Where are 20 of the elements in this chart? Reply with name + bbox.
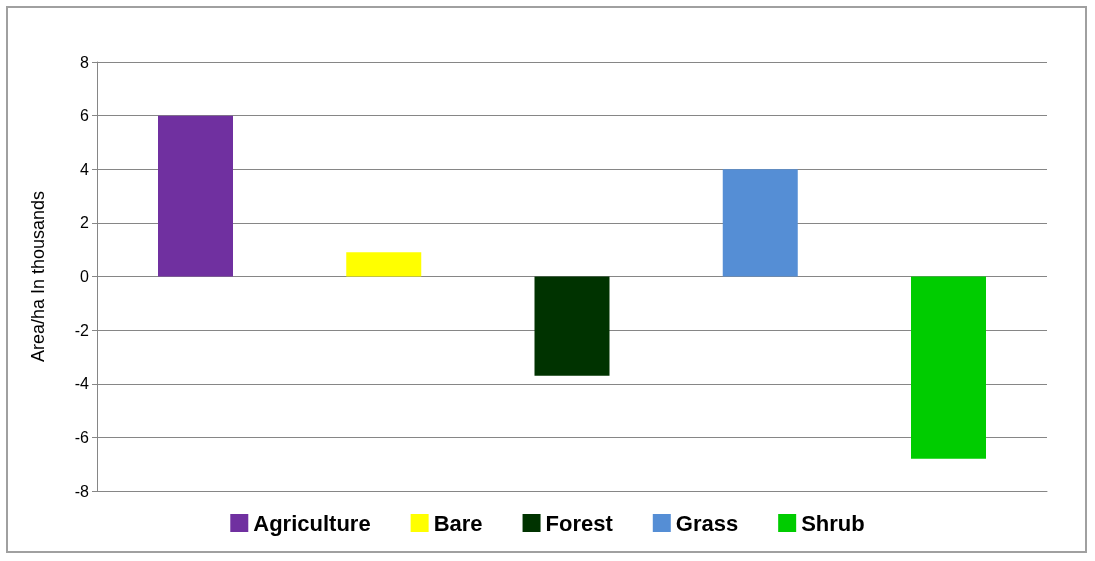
y-tick-label: -6 <box>74 428 90 446</box>
y-tick-label: 6 <box>80 107 90 125</box>
y-tick-label: -8 <box>74 482 90 500</box>
bar <box>911 276 986 459</box>
legend-label: Shrub <box>801 510 865 536</box>
legend-label: Bare <box>433 510 483 536</box>
y-tick-label: -4 <box>74 375 90 393</box>
bar <box>158 115 233 277</box>
legend-label: Agriculture <box>253 510 371 536</box>
legend-label: Forest <box>545 510 614 536</box>
y-tick-label: 8 <box>80 53 90 71</box>
y-tick-label: -2 <box>74 321 90 339</box>
bar <box>534 276 610 376</box>
y-axis-title: Area/ha In thousands <box>28 190 48 363</box>
y-tick-label: 4 <box>80 160 90 178</box>
y-tick-label: 0 <box>80 268 90 285</box>
bar <box>346 252 422 277</box>
bar <box>722 169 798 277</box>
legend-label: Grass <box>675 510 739 536</box>
y-tick-label: 2 <box>80 214 90 232</box>
